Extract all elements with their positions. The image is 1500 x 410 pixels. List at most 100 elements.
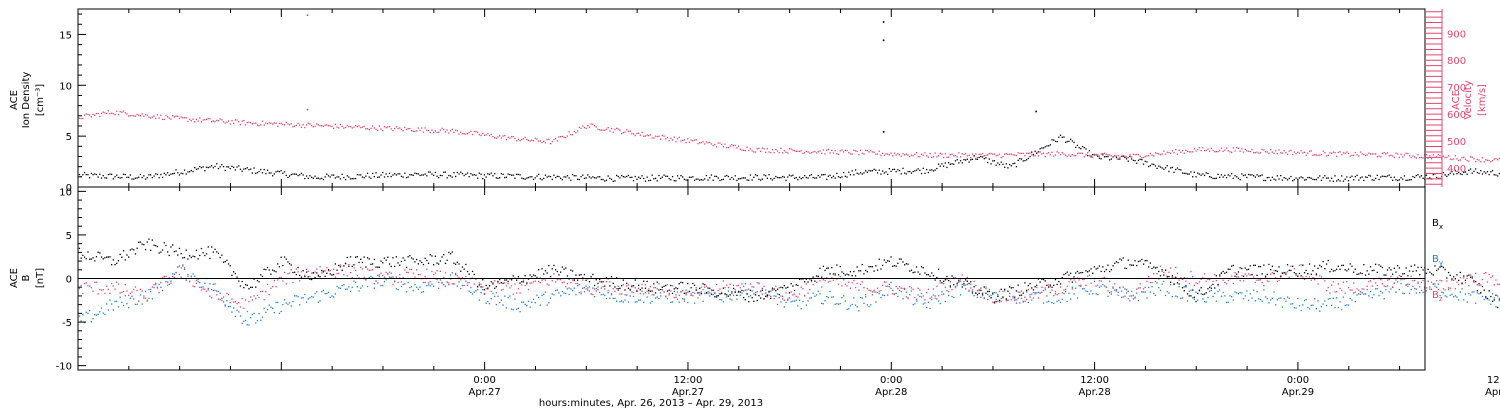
bz-series-point: [1247, 273, 1250, 275]
bx-series-point: [1344, 269, 1346, 271]
density-series-point: [202, 166, 204, 168]
bz-series-point: [194, 286, 196, 288]
velocity-series-point: [919, 156, 921, 158]
density-series-point: [1202, 173, 1204, 175]
bx-series-point: [802, 278, 804, 280]
bz-series-point: [1098, 280, 1101, 282]
by-series-point: [1464, 293, 1467, 295]
by-series-point: [1449, 294, 1451, 297]
bx-series-point: [827, 267, 829, 269]
density-series-point: [1363, 179, 1365, 182]
velocity-series-point: [1425, 154, 1428, 156]
by-series-point: [272, 307, 274, 309]
velocity-series-point: [231, 120, 233, 122]
velocity-series-point: [773, 152, 775, 154]
bz-series-point: [504, 282, 506, 284]
bz-series-point: [1041, 286, 1043, 288]
bz-series-point: [309, 275, 311, 278]
bz-series-point: [1190, 270, 1192, 273]
bx-series-point: [1349, 263, 1351, 265]
bx-series-point: [1225, 271, 1228, 273]
by-series-point: [256, 320, 259, 322]
by-series-point: [461, 284, 464, 287]
bx-series-point: [924, 272, 926, 274]
velocity-series-point: [138, 114, 140, 116]
density-series-point: [1141, 159, 1143, 161]
density-series-point: [778, 177, 780, 179]
bz-series-point: [532, 281, 535, 283]
bz-series-point: [710, 290, 713, 292]
velocity-series-point: [814, 150, 816, 153]
velocity-series-point: [1415, 157, 1417, 159]
bx-series-point: [1310, 273, 1312, 275]
bz-series-point: [514, 283, 516, 285]
bz-series-point: [282, 280, 284, 282]
bx-series-point: [1473, 280, 1475, 282]
velocity-series-point: [1266, 151, 1268, 153]
velocity-series-point: [714, 143, 716, 146]
by-series-point: [976, 296, 979, 299]
velocity-series-point: [775, 149, 777, 151]
velocity-series-point: [111, 112, 113, 114]
velocity-series-point: [1154, 152, 1157, 154]
bx-series-point: [1242, 275, 1245, 277]
by-series-point: [1344, 304, 1346, 307]
by-series-point: [629, 295, 631, 297]
density-series-point: [495, 177, 497, 179]
bz-series-point: [1024, 300, 1026, 302]
by-series-point: [1319, 310, 1321, 312]
by-series-point: [907, 297, 909, 299]
density-series-point: [560, 177, 562, 179]
by-series-point: [322, 289, 325, 291]
bx-series-point: [1490, 295, 1492, 298]
density-series-point: [334, 177, 336, 179]
bottom-left-tick-label: 0: [66, 275, 72, 286]
bz-series-point: [1146, 280, 1148, 282]
bx-series-point: [333, 273, 335, 276]
velocity-series-point: [1214, 151, 1216, 153]
velocity-series-point: [668, 140, 670, 142]
density-series-point: [358, 174, 360, 176]
velocity-series-point: [461, 133, 464, 135]
bz-series-point: [1063, 289, 1065, 291]
by-series-point: [793, 300, 796, 302]
velocity-series-point: [983, 155, 985, 157]
bz-series-point: [671, 285, 674, 287]
bz-series-point: [868, 289, 870, 291]
velocity-series-point: [487, 132, 489, 135]
bx-series-point: [1256, 274, 1258, 276]
bz-series-point: [920, 292, 923, 295]
bx-series-point: [468, 273, 470, 275]
velocity-series-point: [1286, 153, 1289, 155]
bx-series-point: [355, 256, 357, 258]
velocity-series-point: [1242, 151, 1245, 153]
bx-series-point: [966, 280, 968, 282]
velocity-series-point: [580, 127, 582, 129]
velocity-series-point: [1295, 153, 1297, 155]
bx-series-point: [1361, 272, 1363, 275]
velocity-series-point: [410, 130, 413, 132]
bx-series-point: [280, 256, 282, 258]
velocity-series-point: [382, 129, 384, 132]
density-series-point: [305, 175, 308, 177]
density-series-point: [731, 176, 733, 179]
bx-series-point: [246, 284, 248, 286]
velocity-series-point: [765, 151, 767, 153]
bx-series-point: [859, 270, 862, 272]
bz-series-point: [458, 276, 460, 279]
bz-series-point: [426, 268, 428, 270]
density-series-point: [1419, 176, 1421, 178]
density-series-point: [1307, 176, 1309, 179]
velocity-series-point: [585, 127, 587, 129]
velocity-series-point: [246, 122, 248, 124]
velocity-series-point: [966, 155, 968, 157]
bz-series-point: [1000, 300, 1002, 302]
by-series-point: [333, 296, 335, 298]
density-series-point: [1146, 161, 1148, 163]
bx-series-point: [1395, 271, 1397, 273]
bz-series-point: [1103, 276, 1106, 279]
bx-series-point: [1071, 281, 1073, 283]
velocity-series-point: [1232, 147, 1234, 149]
velocity-series-point: [595, 126, 597, 128]
bz-series-point: [317, 274, 319, 276]
